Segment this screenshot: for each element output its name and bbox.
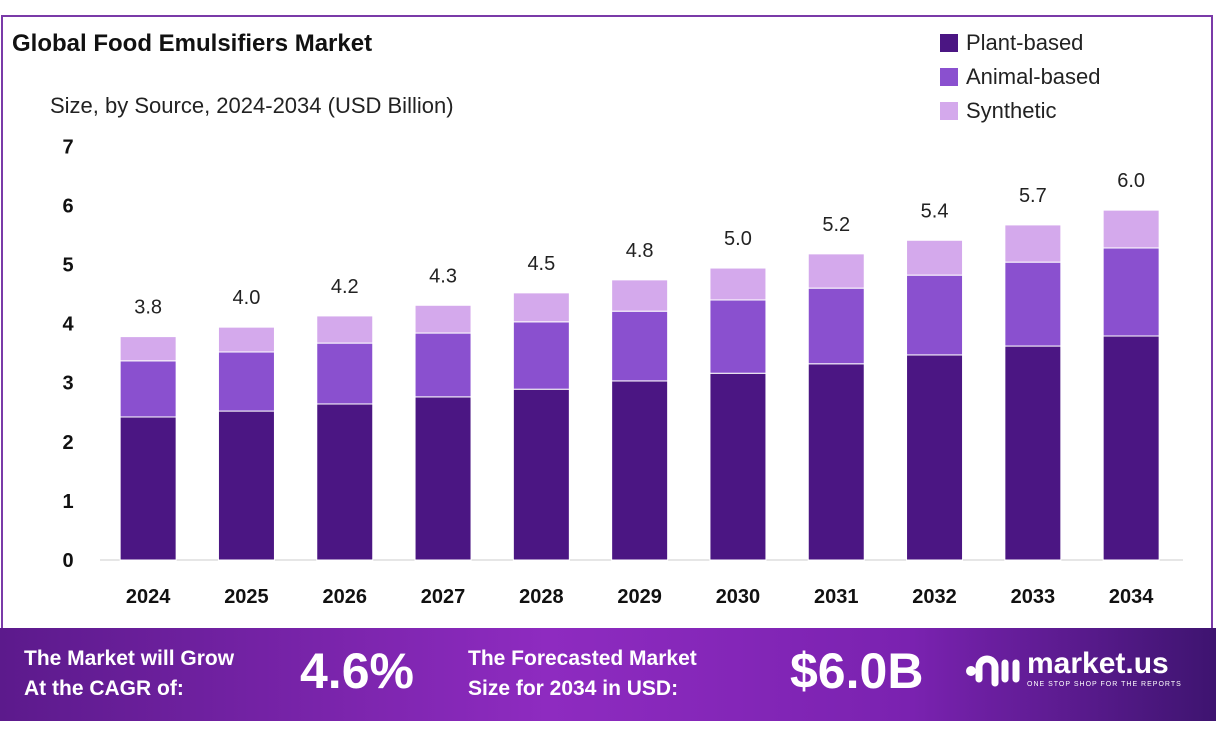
total-label: 5.4 xyxy=(921,200,949,222)
total-label: 5.2 xyxy=(822,214,850,236)
bar-segment-animal-based xyxy=(512,321,570,390)
chart-subtitle: Size, by Source, 2024-2034 (USD Billion) xyxy=(50,93,454,118)
cagr-label: The Market will Grow At the CAGR of: xyxy=(24,644,289,704)
bar-segment-animal-based xyxy=(1004,261,1062,347)
x-tick-label: 2034 xyxy=(1109,586,1154,608)
legend-swatch xyxy=(940,34,958,52)
bar-segment-plant-based xyxy=(709,372,767,561)
bar-segment-synthetic xyxy=(906,239,964,276)
x-tick-label: 2029 xyxy=(617,586,662,608)
bar-segment-synthetic xyxy=(316,315,374,344)
y-tick-label: 3 xyxy=(62,373,73,395)
brand-logo: market.us ONE STOP SHOP FOR THE REPORTS xyxy=(965,648,1182,689)
y-tick-label: 4 xyxy=(62,314,74,336)
legend-label: Animal-based xyxy=(966,64,1101,89)
forecast-label-line2: Size for 2034 in USD: xyxy=(468,677,679,700)
x-tick-label: 2025 xyxy=(224,586,269,608)
x-tick-label: 2026 xyxy=(323,586,368,608)
bar-segment-animal-based xyxy=(414,332,472,398)
legend-label: Plant-based xyxy=(966,30,1084,55)
bar-segment-animal-based xyxy=(709,299,767,374)
bar-segment-animal-based xyxy=(906,274,964,356)
bar-segment-animal-based xyxy=(611,310,669,382)
bar-segment-plant-based xyxy=(807,363,865,561)
x-tick-label: 2032 xyxy=(912,586,957,608)
chart-title: Global Food Emulsifiers Market xyxy=(12,30,373,57)
total-label: 4.3 xyxy=(429,265,457,287)
total-label: 4.8 xyxy=(626,240,654,262)
y-tick-label: 2 xyxy=(62,432,73,454)
y-tick-label: 0 xyxy=(62,550,73,572)
bar-segment-animal-based xyxy=(316,342,374,405)
total-label: 4.5 xyxy=(527,253,555,275)
y-tick-label: 1 xyxy=(62,491,73,513)
legend: Plant-based Animal-based Synthetic xyxy=(940,26,1101,128)
y-tick-label: 5 xyxy=(62,255,73,277)
bar-segment-plant-based xyxy=(906,354,964,561)
total-label: 6.0 xyxy=(1117,170,1145,192)
logo-icon xyxy=(966,655,1020,686)
bar-segment-plant-based xyxy=(316,403,374,561)
x-tick-label: 2031 xyxy=(814,586,859,608)
bar-segment-plant-based xyxy=(414,396,472,561)
footer-banner: The Market will Grow At the CAGR of: 4.6%… xyxy=(0,628,1216,721)
brand-name: market.us xyxy=(1027,647,1169,680)
total-label: 5.0 xyxy=(724,228,752,250)
total-label: 4.2 xyxy=(331,276,359,298)
bar-segment-plant-based xyxy=(1004,345,1062,561)
bar-segment-synthetic xyxy=(709,267,767,301)
bar-segment-plant-based xyxy=(1102,335,1160,561)
forecast-label-line1: The Forecasted Market xyxy=(468,647,697,670)
legend-label: Synthetic xyxy=(966,98,1057,123)
x-tick-label: 2033 xyxy=(1011,586,1056,608)
cagr-label-line2: At the CAGR of: xyxy=(24,677,184,700)
legend-item-animal: Animal-based xyxy=(940,60,1101,94)
bar-segment-synthetic xyxy=(611,279,669,312)
x-tick-label: 2024 xyxy=(126,586,171,608)
bar-segment-plant-based xyxy=(512,388,570,561)
bar-segment-synthetic xyxy=(414,304,472,334)
x-tick-label: 2030 xyxy=(716,586,761,608)
forecast-value: $6.0B xyxy=(790,643,924,699)
bar-segment-animal-based xyxy=(119,360,177,418)
y-tick-label: 7 xyxy=(62,136,73,158)
bar-segment-plant-based xyxy=(119,416,177,561)
bar-segment-animal-based xyxy=(1102,247,1160,337)
bar-segment-synthetic xyxy=(217,326,275,353)
legend-swatch xyxy=(940,102,958,120)
legend-item-synthetic: Synthetic xyxy=(940,94,1101,128)
cagr-value: 4.6% xyxy=(300,643,414,699)
bar-segment-synthetic xyxy=(1004,224,1062,263)
total-label: 3.8 xyxy=(134,297,162,319)
legend-item-plant: Plant-based xyxy=(940,26,1101,60)
forecast-label: The Forecasted Market Size for 2034 in US… xyxy=(468,644,768,704)
x-tick-label: 2028 xyxy=(519,586,564,608)
bar-segment-synthetic xyxy=(119,336,177,362)
bar-segment-synthetic xyxy=(1102,209,1160,249)
chart-plot: 0 1 2 3 4 5 6 7 3.8 2024 4.0 2025 4.2 2026 4.3 2027 4.5 2… xyxy=(62,136,1183,608)
bar-segment-plant-based xyxy=(611,380,669,561)
cagr-label-line1: The Market will Grow xyxy=(24,647,235,670)
y-tick-label: 6 xyxy=(62,195,73,217)
brand-tagline: ONE STOP SHOP FOR THE REPORTS xyxy=(1027,681,1182,688)
bar-segment-animal-based xyxy=(807,287,865,365)
total-label: 4.0 xyxy=(233,287,261,309)
bar-segment-plant-based xyxy=(217,410,275,561)
bar-segment-synthetic xyxy=(512,292,570,323)
bar-segment-animal-based xyxy=(217,351,275,412)
x-tick-label: 2027 xyxy=(421,586,466,608)
total-label: 5.7 xyxy=(1019,185,1047,207)
bar-segment-synthetic xyxy=(807,253,865,289)
legend-swatch xyxy=(940,68,958,86)
